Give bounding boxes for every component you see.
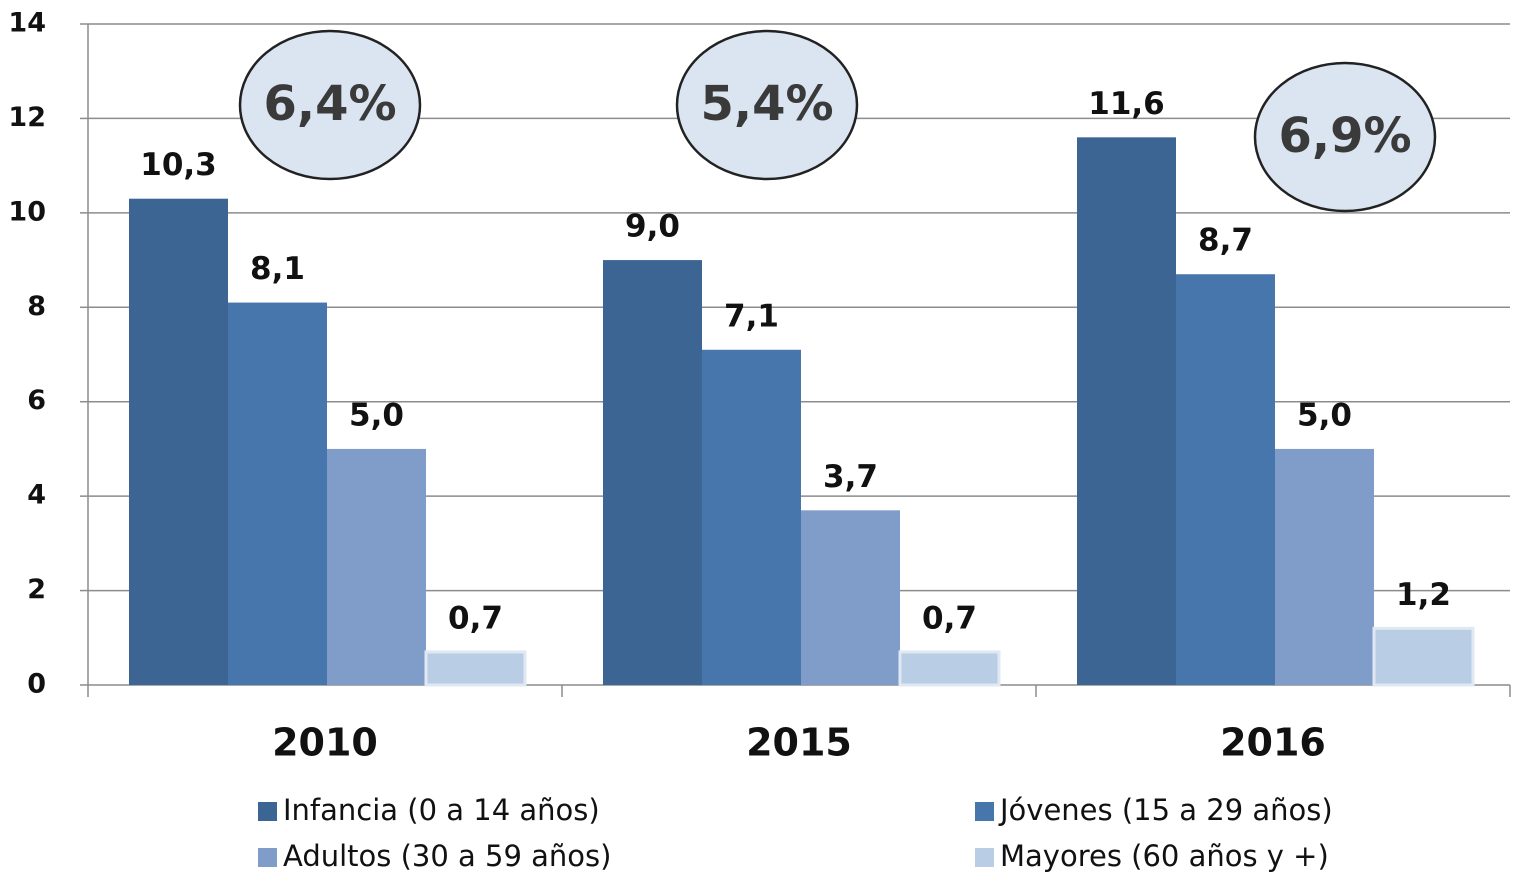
legend-swatch	[258, 802, 277, 821]
bar	[1176, 274, 1275, 685]
bar	[1275, 448, 1374, 685]
bar	[1372, 626, 1475, 687]
value-label: 1,2	[1396, 577, 1451, 613]
value-label: 8,7	[1198, 223, 1253, 259]
legend-swatch	[975, 802, 994, 821]
bar	[129, 198, 228, 685]
legend-swatch	[975, 848, 994, 867]
bar	[1077, 137, 1176, 686]
value-label: 7,1	[724, 298, 779, 334]
value-label: 3,7	[823, 459, 878, 495]
y-tick-label: 14	[8, 8, 46, 39]
bar	[801, 510, 900, 685]
annotation-bubble	[675, 29, 859, 181]
x-tick-label: 2016	[1220, 721, 1326, 765]
x-tick-label: 2010	[272, 721, 378, 765]
value-label: 5,0	[349, 397, 404, 433]
y-tick-label: 0	[27, 669, 46, 700]
y-tick-label: 4	[27, 480, 46, 511]
y-tick-label: 10	[8, 196, 46, 227]
annotation: 5,4%	[700, 76, 833, 132]
y-tick-label: 8	[27, 291, 46, 322]
annotation: 6,9%	[1278, 108, 1411, 164]
bar	[424, 650, 527, 687]
y-tick-label: 2	[27, 574, 46, 605]
y-tick-label: 6	[27, 385, 46, 416]
legend-label: Jóvenes (15 a 29 años)	[998, 793, 1333, 827]
bar	[702, 349, 801, 685]
annotation: 6,4%	[263, 76, 396, 132]
bar	[898, 650, 1001, 687]
bar	[603, 260, 702, 685]
value-label: 10,3	[140, 147, 217, 183]
value-label: 0,7	[922, 600, 977, 636]
value-label: 5,0	[1297, 397, 1352, 433]
value-label: 11,6	[1088, 86, 1165, 122]
value-label: 0,7	[448, 600, 503, 636]
legend-label: Infancia (0 a 14 años)	[283, 793, 600, 827]
value-label: 9,0	[625, 209, 680, 245]
x-tick-label: 2015	[746, 721, 852, 765]
legend-label: Mayores (60 años y +)	[1000, 839, 1329, 873]
annotation-bubble	[238, 29, 422, 181]
bar	[327, 448, 426, 685]
bar	[228, 302, 327, 685]
y-tick-label: 12	[8, 102, 46, 133]
legend-swatch	[258, 848, 277, 867]
legend-label: Adultos (30 a 59 años)	[283, 839, 611, 873]
value-label: 8,1	[250, 251, 305, 287]
annotation-bubble	[1253, 61, 1437, 213]
